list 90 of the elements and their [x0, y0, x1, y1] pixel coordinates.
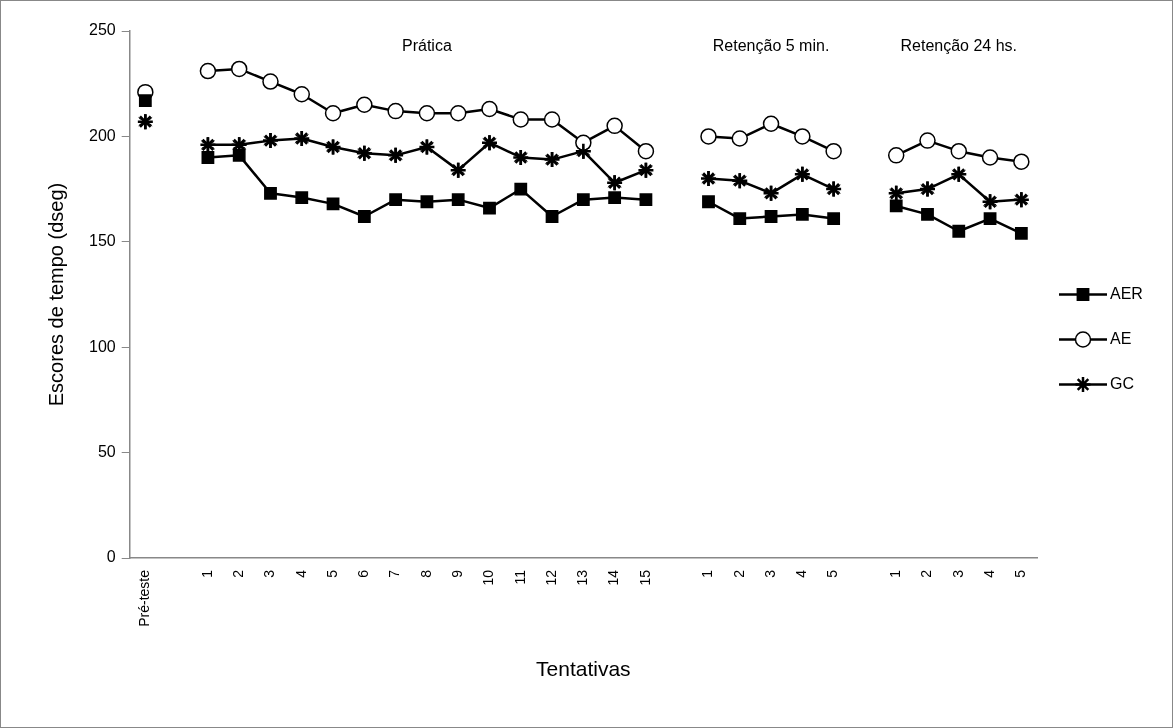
- legend-label: AER: [1110, 284, 1143, 302]
- point: [356, 96, 373, 114]
- x-tick-label: 1: [699, 569, 716, 578]
- x-tick-label: 2: [918, 569, 935, 578]
- annotation: Prática: [402, 37, 452, 55]
- point: [230, 60, 248, 78]
- x-tick-label: 4: [292, 569, 309, 578]
- point: [387, 102, 404, 120]
- x-tick-label: 7: [386, 569, 403, 578]
- x-tick-label: 8: [417, 569, 434, 578]
- x-tick-label: 4: [980, 569, 997, 578]
- point: [827, 212, 841, 226]
- y-tick-label: 100: [88, 337, 116, 355]
- y-tick-label: 50: [97, 443, 116, 461]
- point: [733, 212, 747, 226]
- x-tick-label: 5: [1012, 569, 1029, 578]
- annotation: Retenção 5 min.: [712, 37, 830, 55]
- point: [700, 128, 717, 145]
- x-tick-label: 4: [793, 569, 810, 578]
- x-tick-label: 15: [636, 569, 653, 586]
- point: [794, 128, 811, 145]
- point: [950, 142, 968, 160]
- x-tick-label: 11: [511, 569, 528, 585]
- point: [389, 193, 403, 207]
- x-tick-label: 6: [355, 569, 372, 578]
- x-tick-label: 1: [198, 569, 215, 578]
- point: [1013, 153, 1030, 170]
- x-tick-label: Pré-teste: [136, 569, 153, 627]
- point: [199, 62, 217, 80]
- y-tick-label: 250: [88, 21, 116, 39]
- point: [889, 199, 903, 213]
- point: [420, 195, 434, 209]
- x-axis-title: Tentativas: [536, 657, 631, 681]
- point: [795, 207, 809, 221]
- y-tick-label: 150: [88, 232, 116, 250]
- point: [639, 193, 653, 207]
- point: [449, 104, 467, 122]
- x-tick-label: 2: [730, 569, 747, 578]
- point: [514, 182, 528, 196]
- point: [1014, 226, 1028, 240]
- x-tick-label: 1: [887, 569, 904, 578]
- point: [731, 130, 749, 147]
- point: [887, 147, 905, 164]
- annotation: Retenção 24 hs.: [900, 37, 1018, 55]
- point: [483, 201, 496, 215]
- point: [481, 100, 498, 118]
- point: [606, 117, 623, 135]
- x-tick-label: 3: [261, 569, 278, 578]
- point: [201, 151, 215, 164]
- x-tick-label: 13: [574, 569, 591, 586]
- point: [919, 132, 936, 149]
- point: [138, 94, 152, 107]
- point: [326, 197, 340, 211]
- point: [451, 193, 465, 207]
- x-tick-label: 10: [480, 569, 497, 586]
- point: [981, 149, 999, 166]
- legend-label: GC: [1110, 374, 1134, 392]
- x-tick-label: 12: [542, 569, 559, 586]
- point: [762, 115, 780, 132]
- point: [825, 142, 842, 160]
- point: [576, 193, 590, 207]
- point: [324, 104, 342, 122]
- legend-label: AE: [1110, 329, 1132, 347]
- x-tick-label: 2: [230, 569, 247, 578]
- x-tick-label: 5: [824, 569, 841, 578]
- point: [543, 111, 561, 128]
- point: [293, 85, 311, 103]
- point: [512, 111, 530, 128]
- point: [608, 191, 622, 204]
- point: [637, 142, 655, 160]
- point: [357, 210, 371, 223]
- point: [418, 104, 436, 122]
- point: [295, 191, 309, 204]
- point: [232, 148, 246, 162]
- point: [702, 195, 715, 209]
- point: [545, 210, 559, 223]
- point: [264, 186, 277, 200]
- y-tick-label: 200: [88, 126, 116, 144]
- x-tick-label: 9: [449, 569, 466, 578]
- point: [764, 210, 778, 223]
- x-tick-label: 14: [605, 569, 622, 586]
- point: [952, 224, 966, 238]
- y-tick-label: 0: [106, 548, 116, 566]
- point: [921, 207, 934, 221]
- x-tick-label: 5: [323, 569, 340, 578]
- x-tick-label: 3: [949, 569, 966, 578]
- x-tick-label: 3: [761, 569, 778, 578]
- y-axis-title: Escores de tempo (dseg): [44, 182, 67, 407]
- point: [983, 212, 997, 226]
- point: [262, 73, 279, 90]
